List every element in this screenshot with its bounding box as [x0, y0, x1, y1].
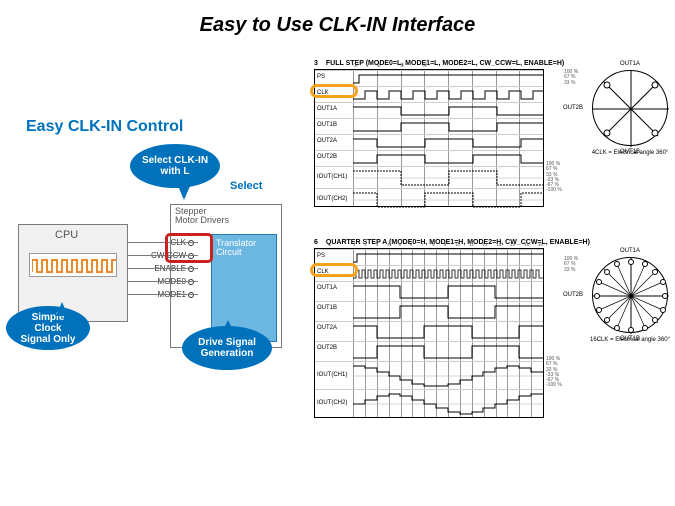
pctA-side: 100 % 67 % 33 % -33 % -67 % -100 %: [546, 162, 562, 194]
callout-drive: Drive Signal Generation: [182, 326, 272, 370]
sigA-0: PS: [317, 74, 350, 80]
waveA-iout1: [353, 169, 543, 187]
sigA-5: OUT2B: [317, 154, 350, 160]
phasorA-top: OUT1A: [593, 61, 667, 67]
sigB-0: PS: [317, 253, 350, 259]
left-heading: Easy CLK-IN Control: [26, 118, 183, 136]
wire-mode0: [128, 281, 198, 282]
waveA-clk: [353, 89, 543, 101]
waveB-clk: [353, 268, 543, 280]
phasorB-lines: [593, 258, 669, 334]
phasorA-lines: [593, 71, 669, 147]
page-title: Easy to Use CLK-IN Interface: [0, 0, 675, 37]
timingA-col-markers: ① ② ③ ④: [353, 62, 436, 69]
sigB-4: OUT2A: [317, 325, 350, 331]
waveB-out2b: [353, 344, 543, 360]
phasorB-left: OUT2B: [563, 292, 583, 298]
content-wrap: Easy CLK-IN Control CPU Stepper Motor Dr…: [0, 48, 675, 506]
sigA-2: OUT1A: [317, 106, 350, 112]
callout-drive-tail: [222, 320, 234, 332]
waveB-out1a: [353, 284, 543, 300]
pctB-side: 100 % 67 % 33 % -33 % -67 % -100 %: [546, 357, 562, 389]
sigB-7: IOUT(CH2): [317, 400, 350, 406]
phasorB: OUT1A OUT1B OUT2B OUT2A: [586, 257, 674, 343]
pctB-top: 100 % 67 % 33 %: [564, 257, 578, 273]
diagram-quarter-step: 6QUARTER STEP A (MODE0=H, MODE1=H, MODE2…: [314, 239, 670, 418]
sigB-2: OUT1A: [317, 285, 350, 291]
callout-simple: Simple Clock Signal Only: [6, 306, 90, 350]
timingB-ticks: 1234 5678 9101112 13141516: [353, 242, 543, 247]
select-label: Select: [230, 180, 262, 192]
sigB-5: OUT2B: [317, 345, 350, 351]
sigA-4: OUT2A: [317, 138, 350, 144]
waveB-ps: [353, 252, 543, 264]
phasorA: OUT1A OUT1B OUT2B OUT2A 4CL: [586, 70, 674, 156]
red-highlight-rect: [165, 233, 213, 263]
waveA-out2a: [353, 137, 543, 149]
waveA-out1a: [353, 105, 543, 117]
cpu-label: CPU: [55, 229, 78, 241]
orange-highlightB: [310, 263, 358, 277]
wire-mode1: [128, 294, 198, 295]
callout-simple-tail: [56, 302, 68, 316]
waveA-out2b: [353, 153, 543, 165]
diagram-full-step: 3FULL STEP (MODE0=L, MODE1=L, MODE2=L, C…: [314, 60, 670, 207]
callout-select-tail: [178, 186, 190, 200]
right-panel: 3FULL STEP (MODE0=L, MODE1=L, MODE2=L, C…: [310, 48, 670, 506]
orange-highlightA: [310, 84, 358, 98]
phasorA-left: OUT2B: [563, 105, 583, 111]
phasorA-circle: OUT1A OUT1B OUT2B OUT2A: [592, 70, 668, 146]
phasorB-circle: OUT1A OUT1B OUT2B OUT2A: [592, 257, 668, 333]
waveA-out1b: [353, 121, 543, 133]
left-panel: Easy CLK-IN Control CPU Stepper Motor Dr…: [0, 48, 310, 506]
waveA-ps: [353, 73, 543, 85]
phasorB-bottom: OUT1B: [593, 336, 667, 342]
waveB-iout1: [353, 364, 543, 388]
sigA-7: IOUT(CH2): [317, 196, 350, 202]
sigB-6: IOUT(CH1): [317, 372, 350, 378]
waveA-iout2: [353, 191, 543, 209]
phasorB-top: OUT1A: [593, 248, 667, 254]
sigB-3: OUT1B: [317, 305, 350, 311]
driver-label: Stepper Motor Drivers: [175, 207, 229, 226]
wire-enable: [128, 268, 198, 269]
pctA-top: 100 % 67 % 33 %: [564, 70, 578, 86]
translator-label: Translator Circuit: [216, 239, 256, 258]
waveB-out2a: [353, 324, 543, 340]
clock-wave-icon: [32, 258, 116, 274]
waveB-iout2: [353, 392, 543, 416]
cpu-wave-box: [29, 253, 117, 277]
phasorA-bottom: OUT1B: [593, 149, 667, 155]
sigA-3: OUT1B: [317, 122, 350, 128]
callout-select: Select CLK-IN with L: [130, 144, 220, 188]
sigA-6: IOUT(CH1): [317, 174, 350, 180]
waveB-out1b: [353, 304, 543, 320]
